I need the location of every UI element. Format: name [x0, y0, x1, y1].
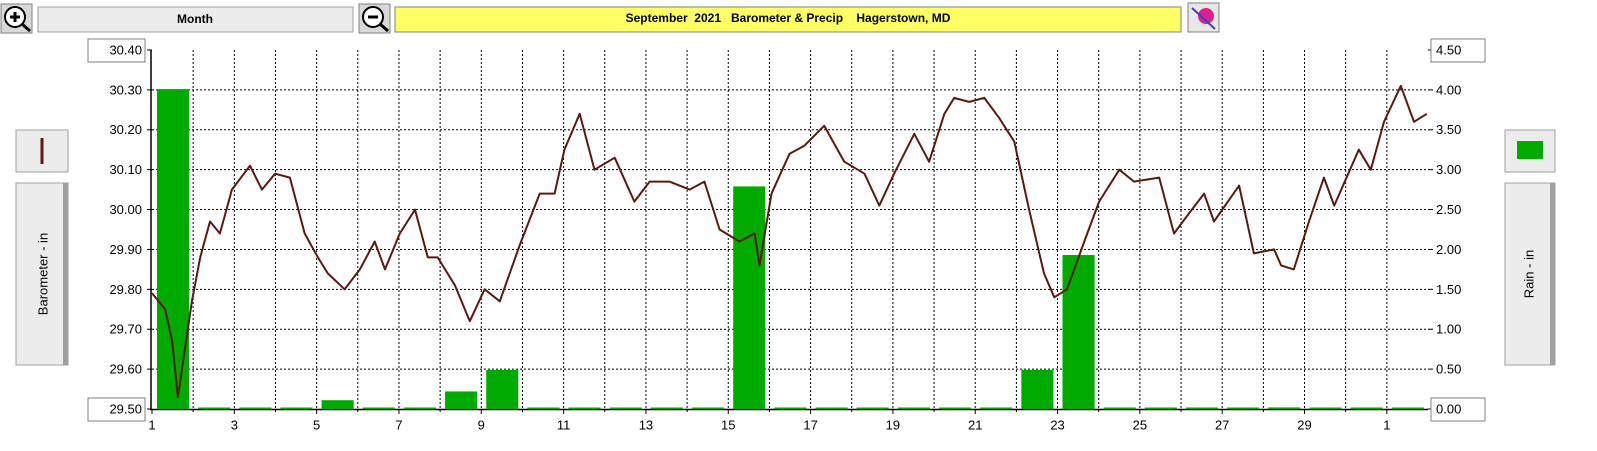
y-tick-label: 30.20 [109, 122, 142, 137]
line-style-button[interactable] [15, 129, 69, 173]
rain-bar [403, 407, 437, 409]
y-tick-label: 29.70 [109, 322, 142, 337]
y2-tick-label: 2.50 [1436, 202, 1461, 217]
rain-bar [445, 391, 478, 409]
rain-bar [1309, 407, 1342, 409]
range-button[interactable]: Month [37, 6, 354, 33]
y2-tick-label: 4.00 [1436, 82, 1461, 97]
x-tick-label: 1 [148, 417, 155, 432]
x-tick-label: 13 [639, 417, 653, 432]
rain-bar [1062, 255, 1095, 409]
rain-bar [733, 186, 766, 409]
x-tick-label: 23 [1050, 417, 1064, 432]
y-tick-label: 29.60 [109, 362, 142, 377]
y-tick-label: 29.50 [109, 401, 142, 416]
x-tick-label: 19 [886, 417, 900, 432]
rain-bar [568, 407, 601, 409]
tick-box [87, 397, 146, 422]
y2-tick-label: 3.00 [1436, 162, 1461, 177]
rain-bar [156, 89, 190, 409]
y-axis-label: Barometer - in [35, 233, 50, 315]
rain-bar [1103, 407, 1136, 409]
tick-box [1430, 397, 1486, 422]
settings-button[interactable] [1187, 2, 1220, 33]
x-tick-label: 3 [231, 417, 238, 432]
x-tick-label: 27 [1215, 417, 1229, 432]
y-tick-label: 30.00 [109, 202, 142, 217]
x-tick-label: 15 [721, 417, 735, 432]
range-label: Month [177, 12, 213, 26]
y-axis-panel [15, 182, 69, 366]
rain-bar [527, 407, 560, 409]
y2-axis-panel [1504, 182, 1556, 366]
y2-tick-label: 0.50 [1436, 362, 1461, 377]
rain-bar [1391, 407, 1424, 409]
rain-bar [774, 407, 807, 409]
rain-bar [239, 407, 272, 409]
tick-box [87, 38, 146, 63]
title-bar [394, 6, 1182, 33]
rain-bar [897, 407, 930, 409]
y2-tick-label: 0.00 [1436, 401, 1461, 416]
rain-bar [856, 407, 889, 409]
plot: 1 3 5 7 9 11 13 15 17 19 21 23 25 27 29 129.5029.6029.7… [87, 38, 1486, 432]
y2-tick-label: 1.50 [1436, 282, 1461, 297]
rain-bar [939, 407, 972, 409]
y-tick-label: 29.80 [109, 282, 142, 297]
x-tick-label: 29 [1297, 417, 1311, 432]
x-tick-label: 17 [803, 417, 817, 432]
rain-bar [362, 407, 395, 409]
panel-edge [1550, 183, 1555, 365]
rain-bar [1268, 407, 1301, 409]
bar-style-button[interactable] [1504, 129, 1556, 173]
y2-tick-label: 2.00 [1436, 242, 1461, 257]
chart-title: September 2021 Barometer & Precip Hagers… [626, 11, 951, 25]
rain-bar [1227, 407, 1260, 409]
y-tick-label: 29.90 [109, 242, 142, 257]
barometer-line [151, 84, 1428, 398]
rain-bar [486, 369, 519, 409]
rain-bar [1144, 407, 1177, 409]
panel-edge [63, 183, 68, 365]
rain-bar [980, 407, 1013, 409]
y-tick-label: 30.10 [109, 162, 142, 177]
rain-bar [321, 400, 354, 409]
y2-tick-label: 4.50 [1436, 42, 1461, 57]
x-tick-label: 21 [968, 417, 982, 432]
rain-bar [815, 407, 848, 409]
rain-bar [1185, 407, 1219, 409]
rain-bar [198, 407, 231, 409]
x-tick-label: 1 [1383, 417, 1390, 432]
x-tick-label: 11 [557, 417, 571, 432]
y2-tick-label: 1.00 [1436, 322, 1461, 337]
rain-bar [1021, 369, 1054, 409]
x-tick-label: 9 [478, 417, 485, 432]
x-tick-label: 25 [1133, 417, 1147, 432]
rain-bar [280, 407, 313, 409]
y-tick-label: 30.40 [109, 42, 142, 57]
x-tick-label: 5 [313, 417, 320, 432]
rain-bar [1350, 407, 1383, 409]
zoom-in-button[interactable] [0, 3, 33, 34]
rain-bar [609, 407, 642, 409]
x-tick-label: 7 [395, 417, 402, 432]
y-tick-label: 30.30 [109, 82, 142, 97]
y2-tick-label: 3.50 [1436, 122, 1461, 137]
rain-bar [692, 407, 725, 409]
y2-axis-label: Rain - in [1521, 250, 1536, 298]
rain-bar [650, 407, 683, 409]
tick-box [1430, 38, 1486, 63]
zoom-out-button[interactable] [358, 3, 391, 34]
